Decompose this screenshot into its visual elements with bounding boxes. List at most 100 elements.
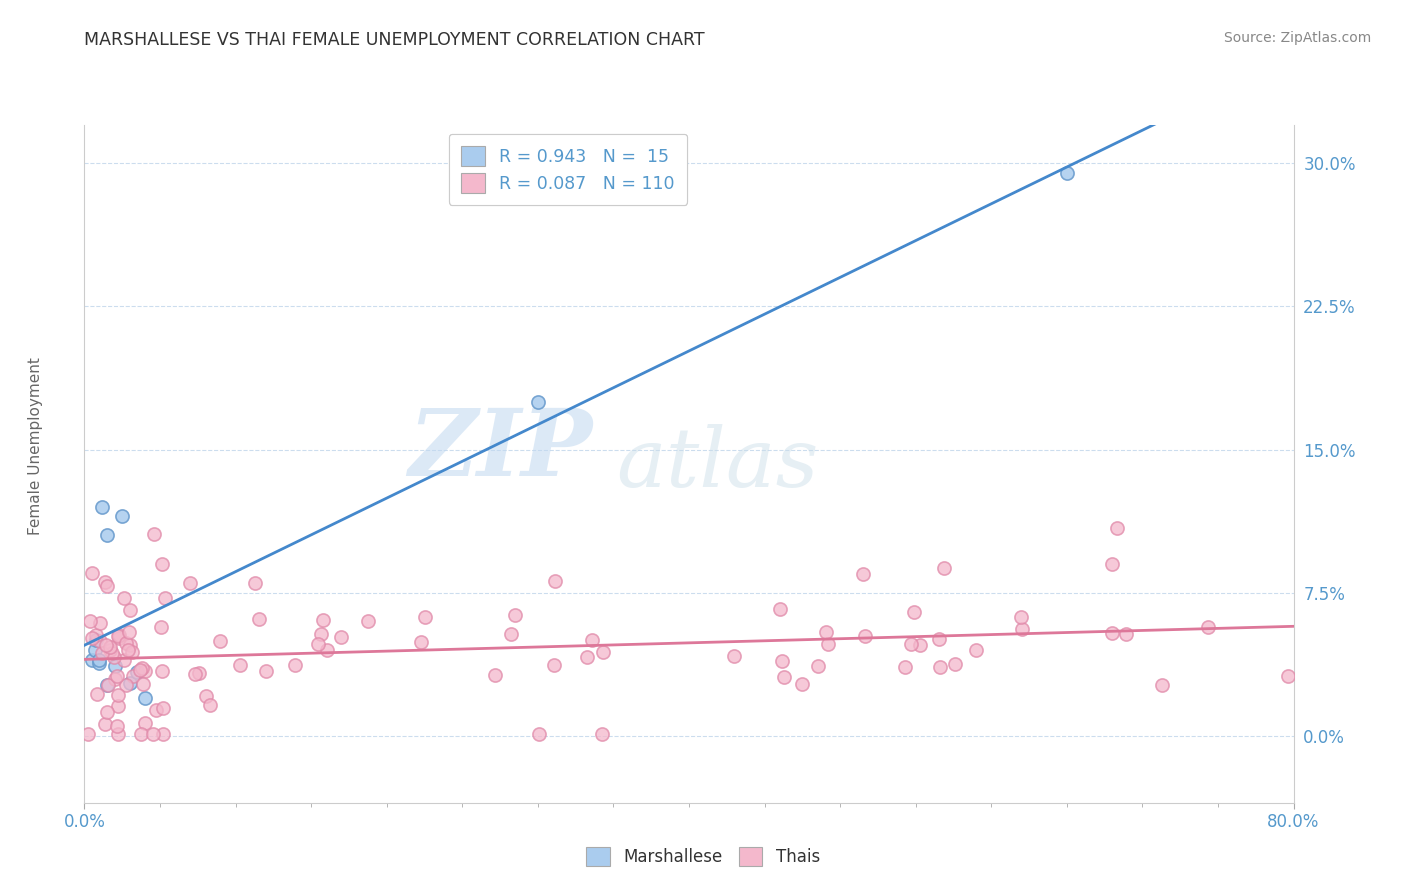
Point xyxy=(107,688,129,702)
Point xyxy=(284,657,307,672)
Point xyxy=(94,575,117,590)
Point xyxy=(112,591,135,605)
Point xyxy=(853,629,876,643)
Point xyxy=(89,616,111,631)
Point xyxy=(105,719,128,733)
Point xyxy=(112,653,135,667)
Point xyxy=(229,657,252,672)
Point xyxy=(152,700,174,714)
Point xyxy=(104,658,127,673)
Point xyxy=(115,636,138,650)
Point xyxy=(187,665,209,680)
Point xyxy=(80,652,103,666)
Point xyxy=(98,643,121,657)
Point xyxy=(411,634,433,648)
Point xyxy=(544,574,567,588)
Point xyxy=(792,677,814,691)
Point xyxy=(256,665,278,679)
Point xyxy=(965,643,987,657)
Point xyxy=(107,628,129,642)
Point xyxy=(807,659,830,673)
Point xyxy=(118,624,141,639)
Point xyxy=(484,668,506,682)
Point xyxy=(329,630,352,644)
Point xyxy=(1010,610,1032,624)
Point xyxy=(770,654,793,668)
Point xyxy=(96,528,118,542)
Point xyxy=(132,677,155,691)
Point xyxy=(117,643,139,657)
Point xyxy=(121,644,143,658)
Point xyxy=(96,705,118,719)
Point xyxy=(150,664,173,678)
Point xyxy=(357,614,380,628)
Point xyxy=(145,702,167,716)
Text: MARSHALLESE VS THAI FEMALE UNEMPLOYMENT CORRELATION CHART: MARSHALLESE VS THAI FEMALE UNEMPLOYMENT … xyxy=(84,31,704,49)
Point xyxy=(89,652,111,666)
Point xyxy=(247,612,270,626)
Point xyxy=(529,727,551,741)
Point xyxy=(413,610,436,624)
Point xyxy=(134,664,156,678)
Point xyxy=(84,628,107,642)
Point xyxy=(1197,620,1219,634)
Point xyxy=(89,657,111,671)
Point xyxy=(1101,625,1123,640)
Point xyxy=(200,698,222,712)
Point xyxy=(131,727,153,741)
Point xyxy=(908,638,931,652)
Point xyxy=(84,643,107,657)
Point xyxy=(150,557,173,571)
Point xyxy=(928,660,950,674)
Point xyxy=(129,663,152,677)
Point xyxy=(900,637,922,651)
Point xyxy=(96,678,118,692)
Point xyxy=(769,602,792,616)
Point xyxy=(773,670,796,684)
Text: Source: ZipAtlas.com: Source: ZipAtlas.com xyxy=(1223,31,1371,45)
Point xyxy=(195,689,218,703)
Point xyxy=(96,579,118,593)
Point xyxy=(1150,678,1173,692)
Text: ZIP: ZIP xyxy=(408,405,592,495)
Point xyxy=(309,627,332,641)
Point xyxy=(1277,669,1299,683)
Point xyxy=(127,665,149,679)
Point xyxy=(120,638,142,652)
Point xyxy=(100,646,122,660)
Point xyxy=(723,648,745,663)
Point xyxy=(155,591,177,606)
Point xyxy=(184,667,207,681)
Text: atlas: atlas xyxy=(616,424,818,504)
Point xyxy=(114,678,136,692)
Point xyxy=(79,614,101,628)
Point xyxy=(131,661,153,675)
Point xyxy=(932,560,955,574)
Point xyxy=(1107,521,1129,535)
Point xyxy=(118,675,141,690)
Point xyxy=(96,639,118,653)
Point xyxy=(93,717,115,731)
Point xyxy=(80,566,103,581)
Legend: R = 0.943   N =  15, R = 0.087   N = 110: R = 0.943 N = 15, R = 0.087 N = 110 xyxy=(449,134,688,205)
Point xyxy=(134,716,156,731)
Point xyxy=(104,672,127,686)
Point xyxy=(90,646,112,660)
Point xyxy=(208,633,231,648)
Point xyxy=(1115,626,1137,640)
Point xyxy=(316,643,339,657)
Point xyxy=(143,526,166,541)
Point xyxy=(1056,166,1078,180)
Point xyxy=(499,627,522,641)
Point xyxy=(312,613,335,627)
Point xyxy=(77,727,100,741)
Point xyxy=(89,634,111,648)
Point xyxy=(134,690,156,705)
Point xyxy=(903,605,925,619)
Point xyxy=(91,500,114,514)
Point xyxy=(893,660,915,674)
Point xyxy=(1011,623,1033,637)
Point xyxy=(150,620,173,634)
Point xyxy=(928,632,950,647)
Point xyxy=(105,668,128,682)
